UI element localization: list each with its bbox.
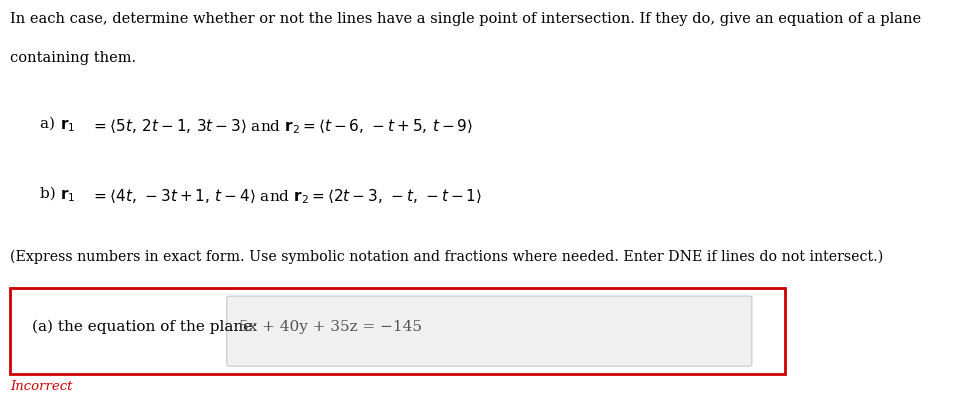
Bar	[11, 288, 785, 374]
Text: (a) the equation of the plane:: (a) the equation of the plane:	[32, 320, 257, 335]
FancyBboxPatch shape	[226, 296, 751, 366]
Text: containing them.: containing them.	[11, 51, 136, 65]
Text: a): a)	[40, 117, 60, 131]
Text: $\mathbf{r}_1$: $\mathbf{r}_1$	[60, 187, 75, 204]
Text: b): b)	[40, 187, 60, 201]
Text: Incorrect: Incorrect	[11, 380, 73, 393]
Text: $= \langle 4t,\, -3t + 1,\, t - 4\rangle$ and $\mathbf{r}_2 = \langle 2t - 3,\, : $= \langle 4t,\, -3t + 1,\, t - 4\rangle…	[92, 187, 483, 206]
Text: $= \langle 5t,\, 2t - 1,\, 3t - 3\rangle$ and $\mathbf{r}_2 = \langle t - 6,\, -: $= \langle 5t,\, 2t - 1,\, 3t - 3\rangle…	[92, 117, 474, 135]
Text: (Express numbers in exact form. Use symbolic notation and fractions where needed: (Express numbers in exact form. Use symb…	[11, 249, 884, 264]
Text: $\mathbf{r}_1$: $\mathbf{r}_1$	[60, 117, 75, 134]
Text: In each case, determine whether or not the lines have a single point of intersec: In each case, determine whether or not t…	[11, 12, 922, 26]
Text: 5x + 40y + 35z = −145: 5x + 40y + 35z = −145	[239, 320, 422, 334]
